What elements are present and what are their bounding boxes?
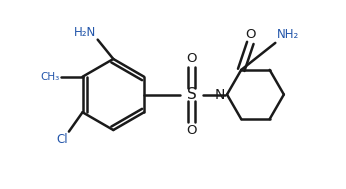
Text: S: S	[186, 87, 196, 102]
Text: N: N	[215, 88, 225, 101]
Text: H₂N: H₂N	[74, 26, 97, 39]
Text: CH₃: CH₃	[41, 72, 60, 82]
Text: Cl: Cl	[56, 133, 68, 146]
Text: NH₂: NH₂	[276, 28, 299, 41]
Text: O: O	[245, 28, 256, 41]
Text: O: O	[186, 124, 197, 137]
Text: O: O	[186, 52, 197, 65]
